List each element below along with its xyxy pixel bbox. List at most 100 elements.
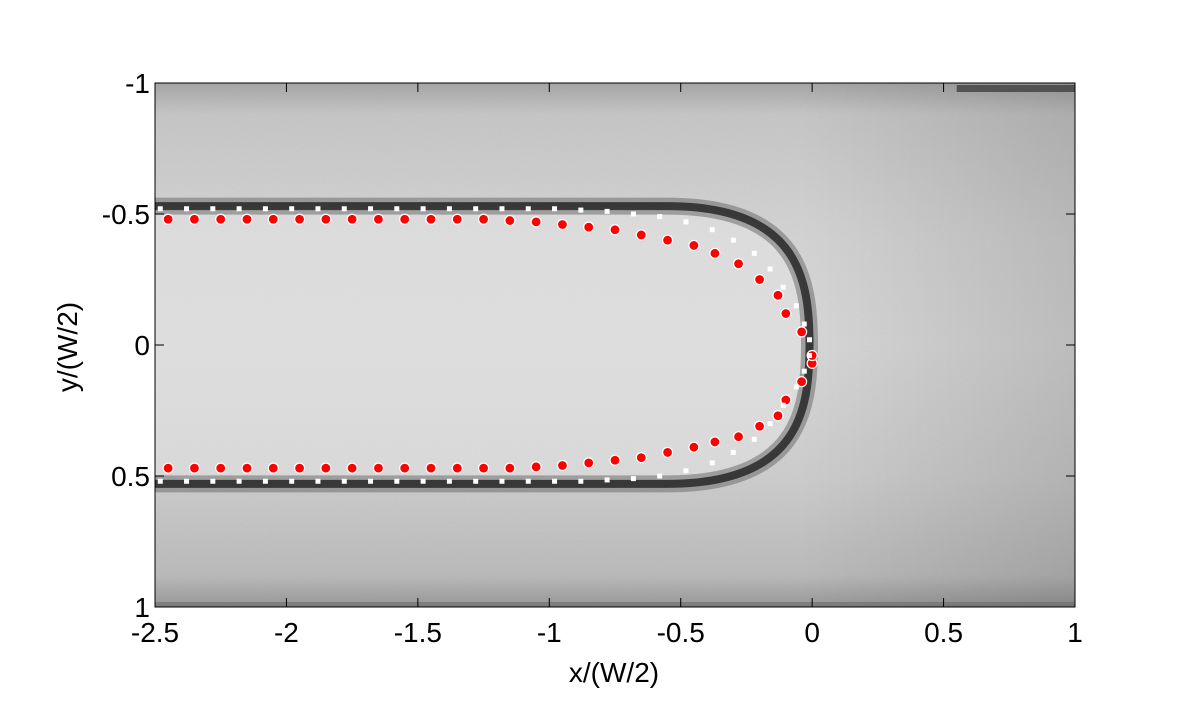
white-point <box>730 449 736 455</box>
white-point <box>394 478 400 484</box>
red-point <box>162 462 174 474</box>
white-point <box>793 303 799 309</box>
axis-ticks: -2.5 -2 -1.5 -1 -0.5 0 0.5 1 -1 -0.5 0 0.5 1 <box>102 68 1083 648</box>
red-point <box>267 462 279 474</box>
x-tick-label: 0.5 <box>924 617 963 648</box>
y-tick-label: 1 <box>134 592 150 623</box>
white-point <box>473 478 479 484</box>
red-point <box>241 462 253 474</box>
red-point <box>772 410 784 422</box>
white-point <box>315 478 321 484</box>
red-point <box>583 457 595 469</box>
white-point <box>157 206 163 212</box>
series-red <box>162 213 818 474</box>
y-tick-label: -0.5 <box>102 199 150 230</box>
white-point <box>552 206 558 212</box>
x-tick-label: -1.5 <box>394 617 442 648</box>
white-point <box>793 384 799 390</box>
red-point <box>451 462 463 474</box>
red-point <box>346 462 358 474</box>
white-point <box>730 237 736 243</box>
white-point <box>420 206 426 212</box>
white-point <box>262 206 268 212</box>
white-point <box>780 284 786 290</box>
white-point <box>801 368 807 374</box>
red-point <box>451 213 463 225</box>
red-point <box>372 462 385 474</box>
white-point <box>604 208 610 214</box>
white-point <box>767 421 773 427</box>
white-point <box>683 219 689 225</box>
red-point <box>635 452 647 464</box>
x-tick-label: -1 <box>537 617 562 648</box>
white-point <box>709 460 715 466</box>
red-point <box>399 462 411 474</box>
white-point <box>807 352 813 358</box>
red-point <box>780 394 792 406</box>
white-point <box>157 478 163 484</box>
red-point <box>635 229 647 241</box>
red-point <box>372 213 385 225</box>
white-point <box>184 206 190 212</box>
x-tick-label: 1 <box>1067 617 1083 648</box>
red-point <box>688 239 700 252</box>
red-point <box>556 218 569 231</box>
y-tick-label: 0.5 <box>111 461 150 492</box>
white-point <box>420 478 426 484</box>
red-point <box>753 420 766 432</box>
white-point <box>446 206 452 212</box>
white-point <box>446 478 452 484</box>
red-point <box>709 247 721 259</box>
white-point <box>767 266 773 272</box>
red-point <box>661 234 674 246</box>
white-point <box>630 211 636 217</box>
white-point <box>315 206 321 212</box>
red-point <box>772 289 784 301</box>
x-tick-label: -2.5 <box>131 617 179 648</box>
background-image <box>155 83 1075 607</box>
bubble-interior <box>155 206 810 484</box>
channel-wall-top <box>956 85 1075 92</box>
white-point <box>210 478 216 484</box>
white-point <box>394 206 400 212</box>
white-point <box>525 206 531 212</box>
white-point <box>657 214 663 220</box>
white-point <box>683 468 689 474</box>
white-point <box>341 478 347 484</box>
red-point <box>241 213 253 225</box>
x-tick-label: -0.5 <box>657 617 705 648</box>
white-point <box>236 206 242 212</box>
white-point <box>499 478 505 484</box>
white-point <box>604 477 610 483</box>
red-point <box>320 213 332 225</box>
red-point <box>267 213 279 225</box>
red-point <box>425 462 437 474</box>
white-point <box>210 206 216 212</box>
white-point <box>801 321 807 327</box>
white-point <box>807 337 813 343</box>
x-tick-label: 0 <box>804 617 820 648</box>
red-point <box>609 224 621 236</box>
red-point <box>293 213 306 225</box>
data-markers <box>157 206 818 484</box>
red-point <box>753 273 766 286</box>
white-point <box>751 436 757 442</box>
red-point <box>320 462 332 474</box>
red-point <box>346 213 358 225</box>
white-point <box>578 478 584 484</box>
red-point <box>688 441 700 453</box>
red-point <box>162 213 174 225</box>
white-point <box>368 206 374 212</box>
red-point <box>780 307 792 320</box>
bubble-edge <box>155 202 814 488</box>
red-point <box>609 454 621 466</box>
y-tick-label: 0 <box>134 330 150 361</box>
white-point <box>578 207 584 213</box>
x-tick-label: -2 <box>274 617 299 648</box>
red-point <box>215 213 227 225</box>
red-point <box>661 446 674 459</box>
white-point <box>499 206 505 212</box>
white-point <box>341 206 347 212</box>
y-tick-label: -1 <box>125 68 150 99</box>
